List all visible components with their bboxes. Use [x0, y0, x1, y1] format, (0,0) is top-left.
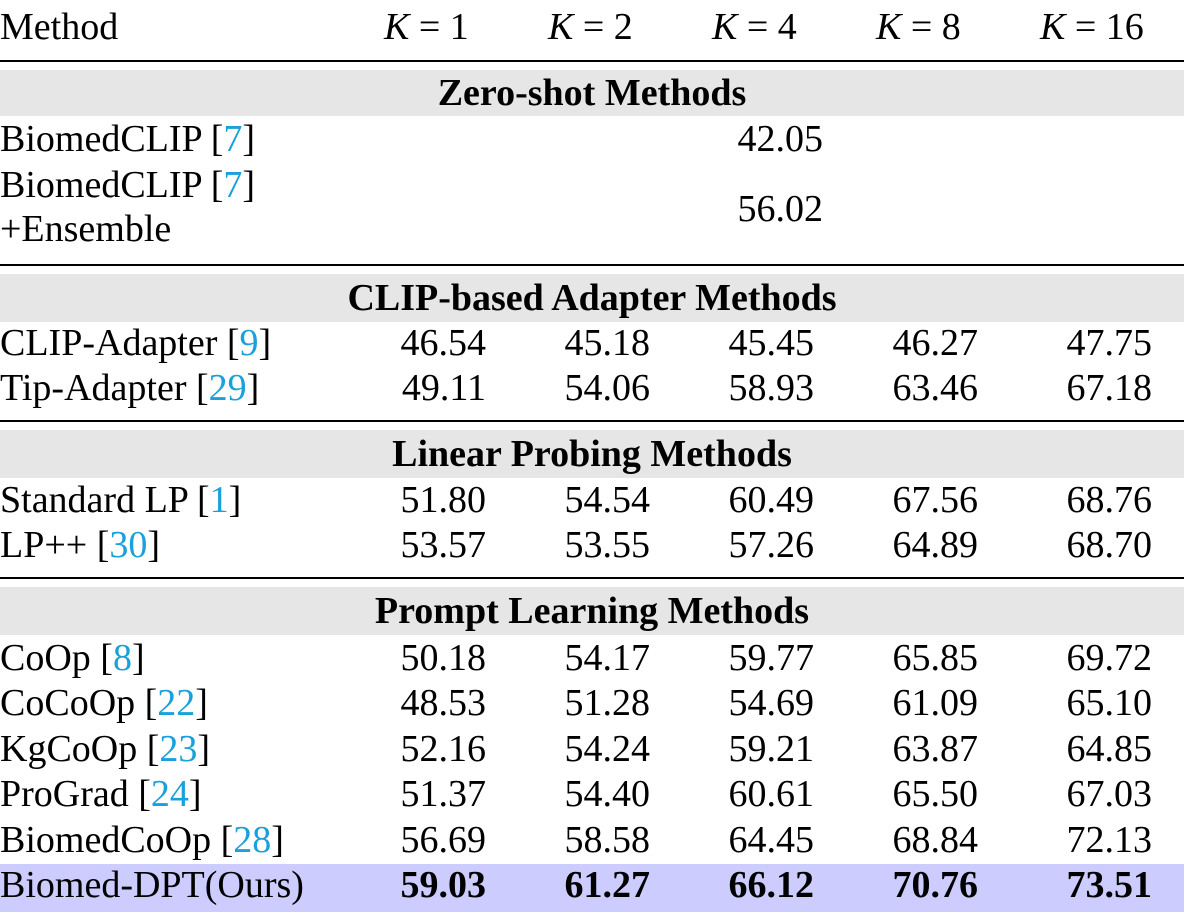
value-cell: 64.89	[892, 524, 979, 566]
value-cell: 45.18	[564, 322, 651, 364]
value-cell: 51.28	[564, 682, 651, 725]
value-cell: 57.26	[728, 524, 815, 566]
adapter-group-bg	[0, 274, 1184, 322]
value-cell: 68.84	[892, 818, 979, 861]
value-cell: 72.13	[1066, 818, 1153, 861]
zero-shot-group-bg	[0, 70, 1184, 116]
header-k8: K = 8	[876, 6, 961, 48]
method-name: BiomedCLIP [7]	[0, 164, 256, 206]
value-cell: 59.21	[728, 727, 815, 770]
value-cell: 67.56	[892, 479, 979, 521]
value-cell: 65.10	[1066, 682, 1153, 725]
group-rule	[0, 577, 1184, 579]
value-cell: 61.09	[892, 682, 979, 725]
value-cell: 59.77	[728, 637, 815, 679]
ours-highlight-row	[0, 864, 1184, 912]
header-k16: K = 16	[1040, 6, 1144, 48]
method-name: CLIP-Adapter [9]	[0, 322, 272, 364]
value-cell: 59.03	[400, 864, 487, 906]
header-k4: K = 4	[712, 6, 797, 48]
prompt-group-bg	[0, 587, 1184, 635]
value-cell: 54.06	[564, 367, 651, 409]
value-cell: 58.58	[564, 818, 651, 861]
citation-link[interactable]: 28	[233, 818, 272, 861]
method-name: LP++ [30]	[0, 524, 161, 566]
method-name: Standard LP [1]	[0, 479, 242, 521]
value-cell: 50.18	[400, 637, 487, 679]
linear-title: Linear Probing Methods	[392, 433, 792, 475]
adapter-title: CLIP-based Adapter Methods	[347, 277, 837, 319]
citation-link[interactable]: 29	[208, 367, 247, 409]
linear-group-bg	[0, 430, 1184, 478]
value-cell: 54.24	[564, 727, 651, 770]
value-cell: 58.93	[728, 367, 815, 409]
header-method: Method	[0, 6, 119, 48]
method-name: CoCoOp [22]	[0, 682, 208, 725]
value-cell: 69.72	[1066, 637, 1153, 679]
citation-link[interactable]: 1	[209, 479, 229, 521]
prompt-title: Prompt Learning Methods	[374, 590, 810, 632]
value-cell: 49.11	[401, 367, 486, 409]
value-cell: 60.61	[728, 773, 815, 816]
citation-link[interactable]: 30	[109, 524, 148, 566]
value-cell: 54.17	[564, 637, 651, 679]
method-name: BiomedCLIP [7]	[0, 118, 256, 160]
header-k1: K = 1	[384, 6, 469, 48]
value-cell: 53.55	[564, 524, 651, 566]
value-cell: 66.12	[728, 864, 815, 906]
value-cell: 45.45	[728, 322, 815, 364]
citation-link[interactable]: 7	[223, 118, 243, 160]
value-cell: 64.45	[728, 818, 815, 861]
value-cell: 63.46	[892, 367, 979, 409]
value-cell: 68.70	[1066, 524, 1153, 566]
value-cell: 46.54	[400, 322, 487, 364]
value-cell: 65.85	[892, 637, 979, 679]
value-cell: 56.69	[400, 818, 487, 861]
value-cell: 61.27	[564, 864, 651, 906]
group-rule	[0, 264, 1184, 266]
value-cell: 48.53	[400, 682, 487, 725]
value-cell: 67.18	[1066, 367, 1153, 409]
citation-link[interactable]: 24	[150, 773, 189, 816]
method-name: Tip-Adapter [29]	[0, 367, 260, 409]
value-cell: 54.69	[728, 682, 815, 725]
value-cell: 67.03	[1066, 773, 1153, 816]
value-cell: 73.51	[1066, 864, 1153, 906]
value-cell: 63.87	[892, 727, 979, 770]
value-cell: 70.76	[892, 864, 979, 906]
group-rule	[0, 420, 1184, 422]
method-name: BiomedCoOp [28]	[0, 818, 284, 861]
value-cell: 51.80	[400, 479, 487, 521]
method-name-line2: +Ensemble	[0, 208, 172, 250]
value-cell: 51.37	[400, 773, 487, 816]
method-name: CoOp [8]	[0, 637, 145, 679]
header-rule	[0, 60, 1184, 62]
citation-link[interactable]: 7	[223, 164, 243, 206]
zero-shot-title: Zero-shot Methods	[437, 72, 747, 114]
value-cell: 68.76	[1066, 479, 1153, 521]
value-cell: 53.57	[400, 524, 487, 566]
citation-link[interactable]: 9	[239, 322, 259, 364]
citation-link[interactable]: 8	[112, 637, 132, 679]
value-cell: 54.40	[564, 773, 651, 816]
zero-shot-value: 42.05	[737, 118, 824, 160]
value-cell: 65.50	[892, 773, 979, 816]
method-name: KgCoOp [23]	[0, 727, 211, 770]
citation-link[interactable]: 22	[157, 682, 196, 725]
value-cell: 64.85	[1066, 727, 1153, 770]
value-cell: 54.54	[564, 479, 651, 521]
value-cell: 47.75	[1066, 322, 1153, 364]
citation-link[interactable]: 23	[159, 727, 198, 770]
zero-shot-value: 56.02	[737, 188, 824, 230]
value-cell: 60.49	[728, 479, 815, 521]
header-k2: K = 2	[548, 6, 633, 48]
value-cell: 52.16	[400, 727, 487, 770]
value-cell: 46.27	[892, 322, 979, 364]
method-name: ProGrad [24]	[0, 773, 202, 816]
method-name: Biomed-DPT(Ours)	[0, 864, 304, 906]
